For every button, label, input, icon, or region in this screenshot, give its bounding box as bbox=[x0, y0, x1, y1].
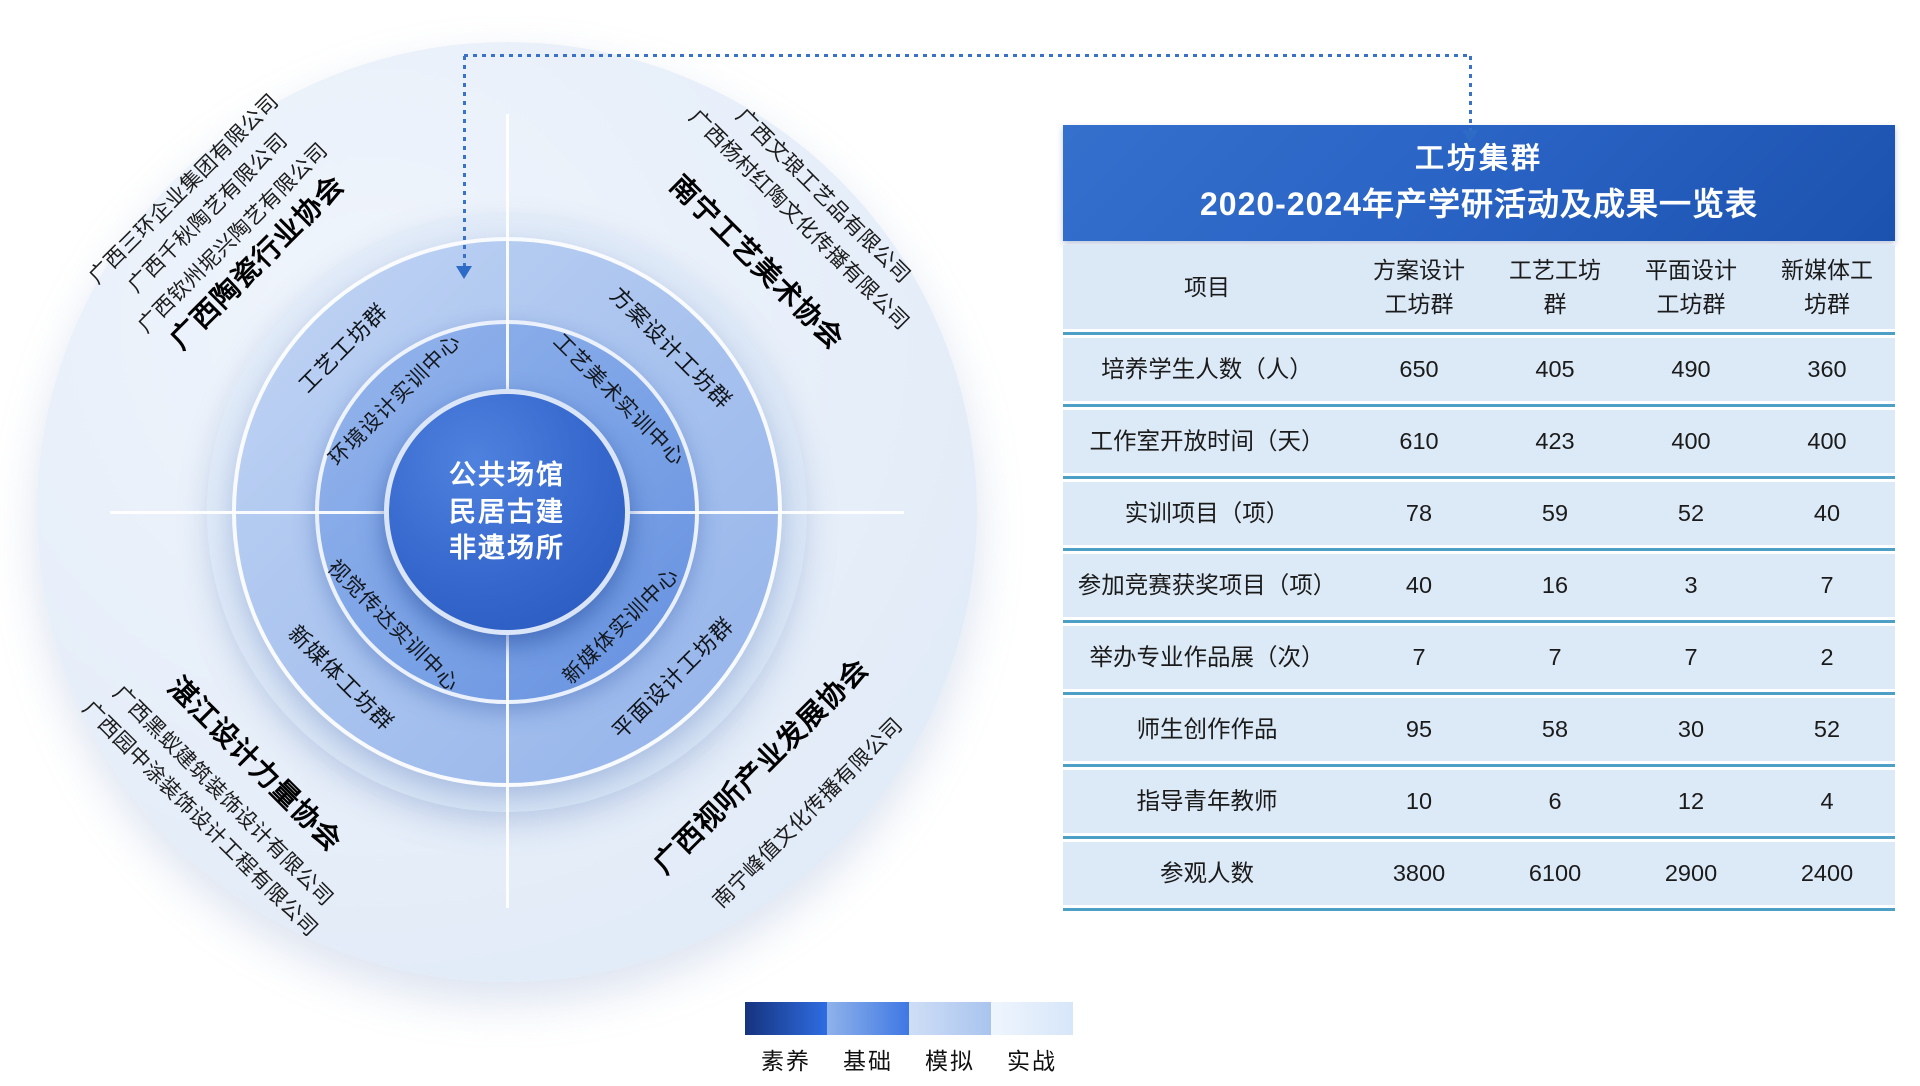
column-header-graphic-design: 平面设计 工坊群 bbox=[1645, 256, 1737, 318]
row-separator bbox=[1063, 617, 1895, 627]
row-label: 指导青年教师 bbox=[1136, 788, 1278, 815]
row-separator bbox=[1063, 545, 1895, 555]
row-value: 2400 bbox=[1800, 860, 1854, 887]
row-value: 423 bbox=[1535, 428, 1575, 455]
row-separator bbox=[1063, 473, 1895, 483]
table-title-line1: 工坊集群 bbox=[1414, 143, 1543, 175]
legend-label: 实战 bbox=[1007, 1048, 1057, 1074]
legend-color-bar bbox=[745, 1002, 1073, 1035]
row-value: 7 bbox=[1820, 572, 1834, 599]
row-value: 78 bbox=[1405, 500, 1433, 527]
connector-right-line bbox=[1469, 56, 1472, 130]
row-separator bbox=[1063, 761, 1895, 771]
row-label: 举办专业作品展（次） bbox=[1089, 644, 1325, 671]
row-value: 10 bbox=[1405, 788, 1433, 815]
column-header-scheme-design: 方案设计 工坊群 bbox=[1373, 256, 1465, 318]
row-value: 6100 bbox=[1528, 860, 1582, 887]
row-value: 2900 bbox=[1664, 860, 1718, 887]
row-separator bbox=[1063, 689, 1895, 699]
row-value: 7 bbox=[1684, 644, 1698, 671]
row-value: 405 bbox=[1535, 356, 1575, 383]
row-separator bbox=[1063, 833, 1895, 843]
row-value: 40 bbox=[1813, 500, 1841, 527]
table-column-header-row: 项目 方案设计 工坊群 工艺工坊 群 平面设计 工坊群 新媒体工 坊群 bbox=[1063, 245, 1895, 330]
table-body: 培养学生人数（人） 650 405 490 360 工作室开放时间（天） 610… bbox=[1063, 329, 1895, 915]
row-value: 16 bbox=[1541, 572, 1569, 599]
row-label: 培养学生人数（人） bbox=[1101, 356, 1313, 383]
table-title-banner: 工坊集群 2020-2024年产学研活动及成果一览表 bbox=[1063, 125, 1895, 242]
row-label: 实训项目（项） bbox=[1124, 500, 1290, 527]
row-label: 参观人数 bbox=[1160, 860, 1254, 887]
row-value: 52 bbox=[1813, 716, 1841, 743]
row-value: 30 bbox=[1677, 716, 1705, 743]
row-separator bbox=[1063, 401, 1895, 411]
legend-label: 模拟 bbox=[925, 1048, 975, 1074]
row-value: 58 bbox=[1541, 716, 1569, 743]
row-label: 参加竞赛获奖项目（项） bbox=[1077, 572, 1337, 599]
row-label: 工作室开放时间（天） bbox=[1089, 428, 1325, 455]
table-row: 师生创作作品 95 58 30 52 bbox=[1063, 698, 1895, 762]
core-circle: 公共场馆 民居古建 非遗场所 bbox=[384, 389, 630, 635]
row-value: 4 bbox=[1820, 788, 1834, 815]
core-line-1: 公共场馆 bbox=[449, 460, 565, 491]
row-value: 95 bbox=[1405, 716, 1433, 743]
legend-label: 素养 bbox=[761, 1048, 811, 1074]
row-separator bbox=[1063, 329, 1895, 339]
row-value: 59 bbox=[1541, 500, 1569, 527]
row-value: 3800 bbox=[1392, 860, 1446, 887]
stage-legend: 素养 基础 模拟 实战 bbox=[745, 1002, 1073, 1076]
legend-swatch bbox=[909, 1002, 991, 1035]
table-row: 参观人数 3800 6100 2900 2400 bbox=[1063, 842, 1895, 906]
row-value: 650 bbox=[1399, 356, 1439, 383]
table-row: 培养学生人数（人） 650 405 490 360 bbox=[1063, 338, 1895, 402]
legend-swatch bbox=[827, 1002, 909, 1035]
row-value: 12 bbox=[1677, 788, 1705, 815]
row-separator bbox=[1063, 905, 1895, 915]
table-row: 实训项目（项） 78 59 52 40 bbox=[1063, 482, 1895, 546]
row-value: 2 bbox=[1820, 644, 1834, 671]
row-value: 6 bbox=[1548, 788, 1562, 815]
row-value: 7 bbox=[1412, 644, 1426, 671]
row-value: 490 bbox=[1671, 356, 1711, 383]
connector-left-line bbox=[463, 56, 466, 266]
connector-right-arrow-icon bbox=[1462, 130, 1478, 143]
connector-left-arrow-icon bbox=[456, 266, 472, 279]
results-table: 工坊集群 2020-2024年产学研活动及成果一览表 项目 方案设计 工坊群 工… bbox=[1063, 125, 1895, 915]
row-value: 40 bbox=[1405, 572, 1433, 599]
table-row: 举办专业作品展（次） 7 7 7 2 bbox=[1063, 626, 1895, 690]
connector-horizontal-line bbox=[464, 54, 1472, 57]
legend-label: 基础 bbox=[843, 1048, 893, 1074]
row-value: 3 bbox=[1684, 572, 1698, 599]
table-row: 工作室开放时间（天） 610 423 400 400 bbox=[1063, 410, 1895, 474]
core-line-2: 民居古建 bbox=[449, 496, 565, 527]
row-value: 360 bbox=[1807, 356, 1847, 383]
column-header-craft: 工艺工坊 群 bbox=[1509, 256, 1601, 318]
legend-label-row: 素养 基础 模拟 实战 bbox=[745, 1042, 1073, 1076]
row-label: 师生创作作品 bbox=[1136, 716, 1278, 743]
row-value: 52 bbox=[1677, 500, 1705, 527]
row-value: 610 bbox=[1399, 428, 1439, 455]
column-header-new-media: 新媒体工 坊群 bbox=[1781, 256, 1873, 318]
table-title-line2: 2020-2024年产学研活动及成果一览表 bbox=[1199, 185, 1759, 222]
row-value: 7 bbox=[1548, 644, 1562, 671]
legend-swatch bbox=[991, 1002, 1073, 1035]
table-row: 指导青年教师 10 6 12 4 bbox=[1063, 770, 1895, 834]
table-row: 参加竞赛获奖项目（项） 40 16 3 7 bbox=[1063, 554, 1895, 618]
column-header-item: 项目 bbox=[1184, 274, 1230, 301]
legend-swatch bbox=[745, 1002, 827, 1035]
row-value: 400 bbox=[1807, 428, 1847, 455]
core-line-3: 非遗场所 bbox=[449, 533, 565, 564]
row-value: 400 bbox=[1671, 428, 1711, 455]
